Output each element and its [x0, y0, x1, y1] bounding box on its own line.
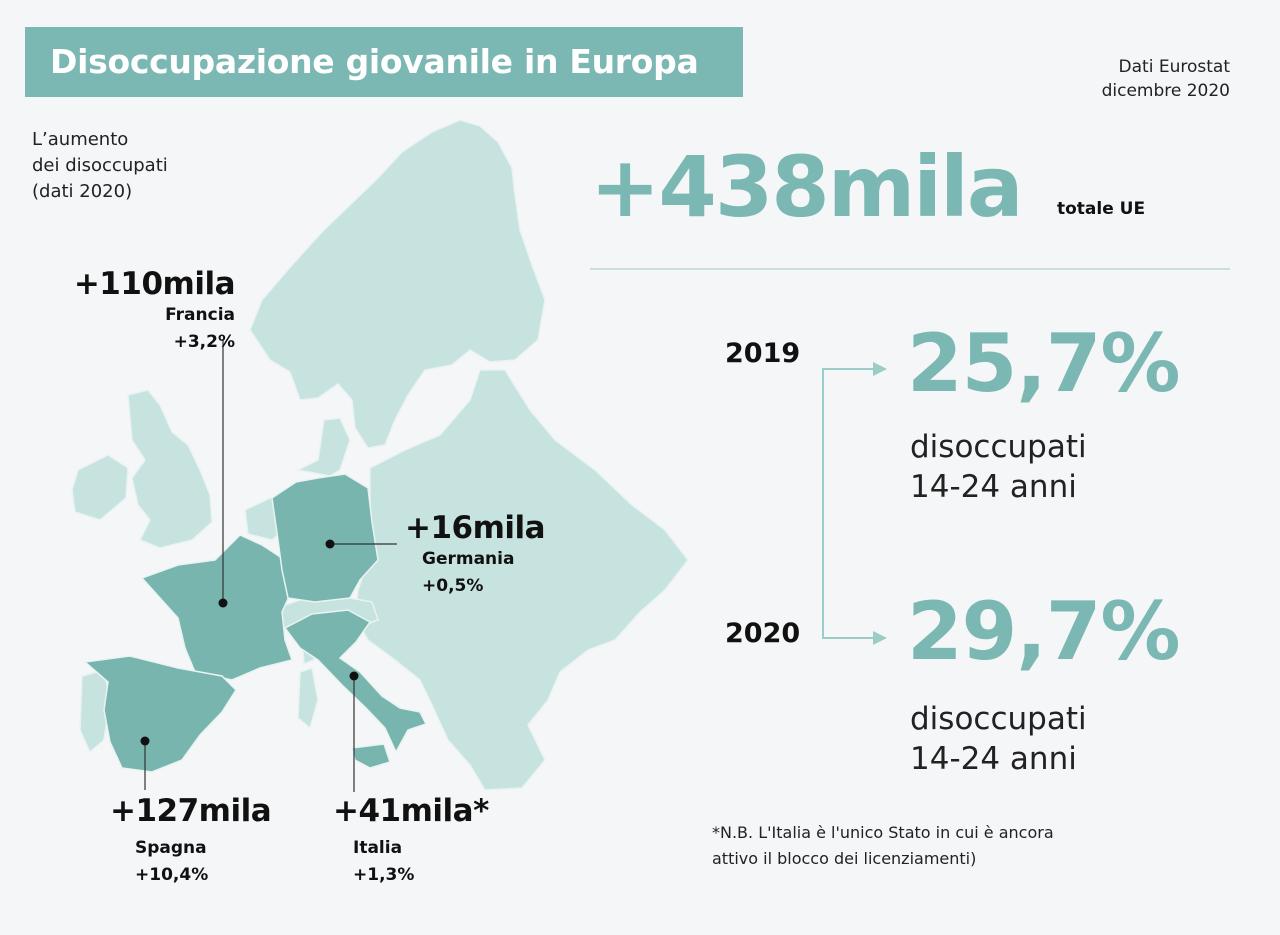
- germany-marker: [325, 539, 335, 549]
- italy-name: Italia: [353, 838, 403, 858]
- desc-2020-line-2: 14-24 anni: [910, 741, 1077, 777]
- italy-shape: [283, 609, 428, 754]
- rate-2020: 29,7%: [907, 585, 1181, 678]
- france-annotation: +110mila Francia +3,2%: [60, 266, 236, 356]
- eu-total-label: totale UE: [1057, 199, 1146, 219]
- data-source: Dati Eurostat dicembre 2020: [1102, 55, 1230, 103]
- france-pct: +3,2%: [173, 332, 235, 352]
- spain-annotation: +127mila Spagna +10,4%: [110, 793, 272, 889]
- germany-shape: [271, 473, 379, 603]
- connector-line: [822, 368, 883, 639]
- arrow-2020-icon: [873, 631, 887, 645]
- year-2020: 2020: [725, 618, 801, 649]
- year-2019: 2019: [725, 338, 801, 369]
- arrow-2019-icon: [873, 362, 887, 376]
- british-isles-region: [127, 389, 213, 549]
- ireland-region: [71, 454, 129, 521]
- eastern-europe-region: [354, 369, 689, 791]
- page-title: Disoccupazione giovanile in Europa: [25, 27, 743, 97]
- map-caption-line-2: dei disoccupati: [32, 155, 168, 176]
- desc-2019-line-2: 14-24 anni: [910, 469, 1077, 505]
- europe-map: [71, 119, 689, 792]
- spain-name: Spagna: [135, 838, 207, 858]
- scandinavia-region: [249, 119, 546, 449]
- desc-2019-line-1: disoccupati: [910, 429, 1087, 465]
- source-line-2: dicembre 2020: [1101, 81, 1230, 101]
- map-caption-line-1: L’aumento: [32, 129, 129, 150]
- footnote: *N.B. L'Italia è l'unico Stato in cui è …: [712, 820, 1054, 872]
- spain-shape: [83, 655, 237, 773]
- section-divider: [590, 268, 1230, 270]
- germany-name: Germania: [422, 549, 515, 569]
- spain-pct: +10,4%: [135, 865, 209, 885]
- italy-annotation: +41mila* Italia +1,3%: [333, 793, 489, 889]
- italy-pct: +1,3%: [353, 865, 415, 885]
- italy-marker: [349, 671, 359, 681]
- source-line-1: Dati Eurostat: [1118, 57, 1230, 77]
- spain-amount: +127mila: [110, 793, 272, 829]
- rate-2019: 25,7%: [907, 317, 1181, 410]
- france-name: Francia: [165, 305, 235, 325]
- germany-annotation: +16mila Germania +0,5%: [405, 510, 546, 600]
- desc-2020: disoccupati 14-24 anni: [910, 699, 1087, 779]
- eu-total-value: +438mila: [590, 138, 1024, 236]
- sardinia-region: [297, 667, 319, 730]
- france-amount: +110mila: [73, 266, 236, 302]
- map-caption: L’aumento dei disoccupati (dati 2020): [32, 127, 168, 205]
- germany-pct: +0,5%: [422, 576, 484, 596]
- france-marker: [218, 598, 228, 608]
- footnote-line-2: attivo il blocco dei licenziamenti): [712, 849, 977, 868]
- italy-amount: +41mila*: [333, 793, 489, 829]
- footnote-line-1: *N.B. L'Italia è l'unico Stato in cui è …: [712, 823, 1054, 842]
- desc-2020-line-1: disoccupati: [910, 701, 1087, 737]
- spain-marker: [140, 736, 150, 746]
- germany-amount: +16mila: [405, 510, 546, 546]
- desc-2019: disoccupati 14-24 anni: [910, 427, 1087, 507]
- france-shape: [140, 534, 293, 681]
- map-caption-line-3: (dati 2020): [32, 181, 133, 202]
